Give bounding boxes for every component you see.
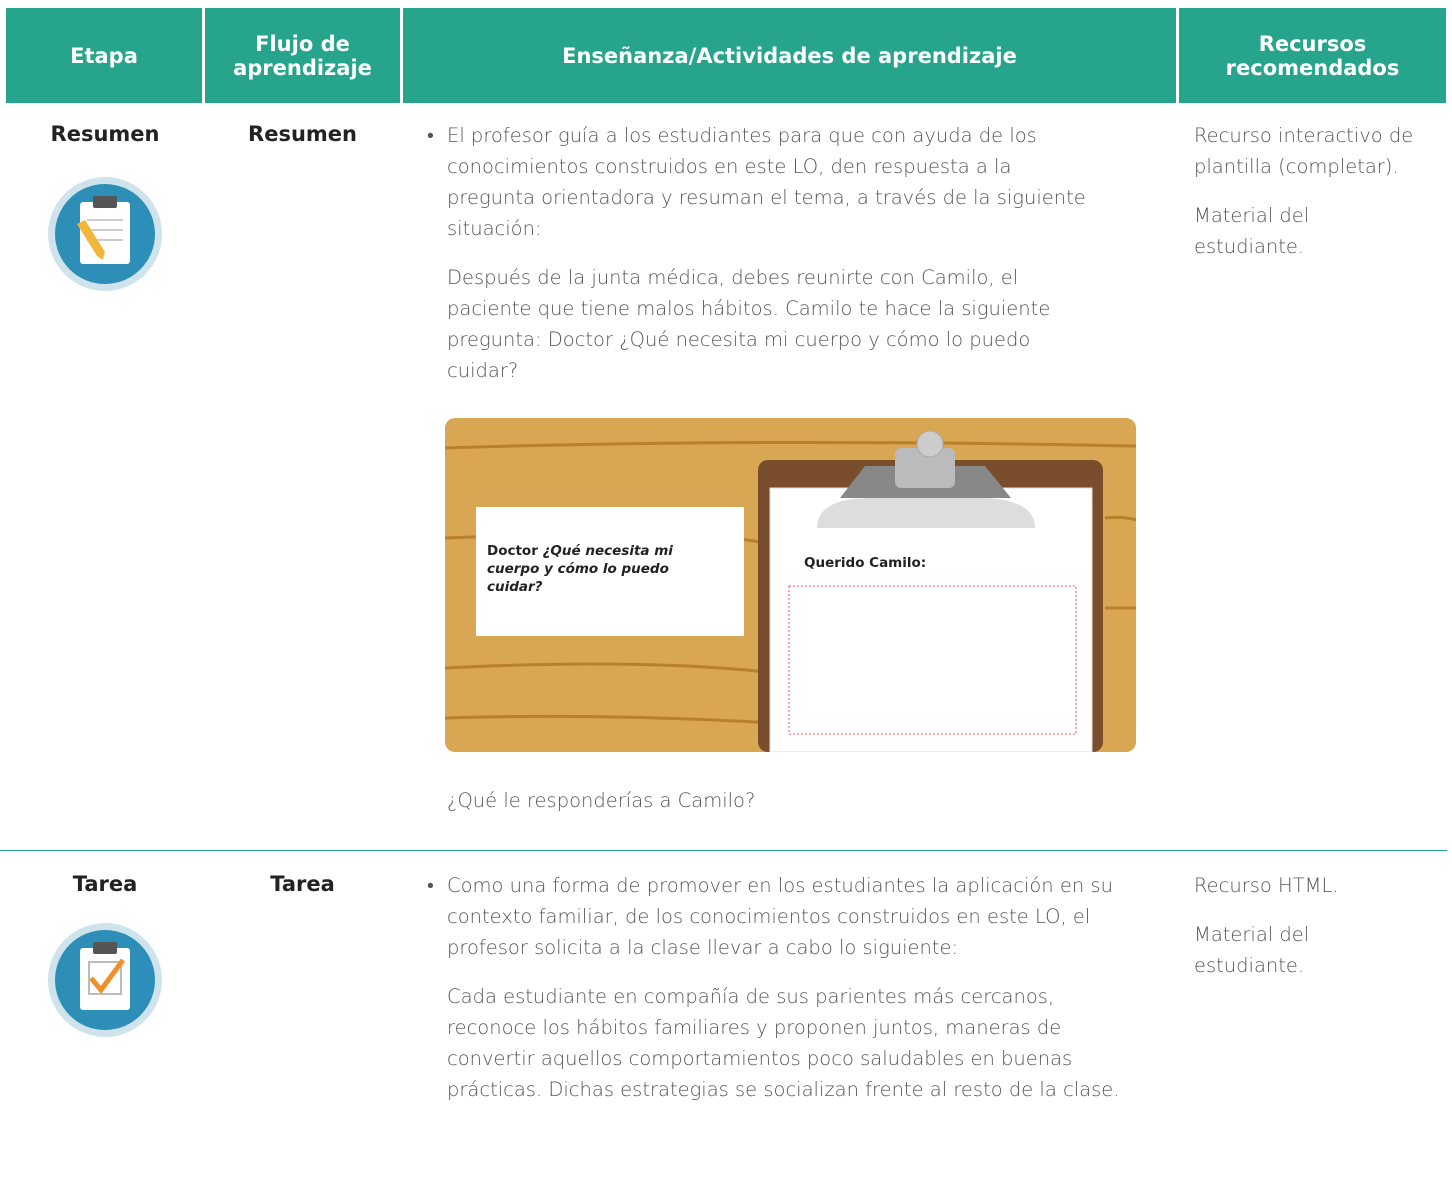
row-separator: [0, 850, 1447, 851]
header-cell: Flujo de aprendizaje: [205, 8, 400, 103]
resource: Recurso HTML.: [1194, 874, 1339, 897]
activity-text: ¿Qué le responderías a Camilo?: [447, 789, 756, 812]
header-text: Enseñanza/Actividades de aprendizaje: [562, 43, 1017, 68]
header-text: Recursos recomendados: [1225, 31, 1400, 80]
stage: Tarea: [72, 872, 138, 896]
header-text: Etapa: [70, 43, 138, 68]
stage: Resumen: [50, 122, 160, 146]
letter-greeting: Querido Camilo:: [804, 555, 927, 571]
activity-text: El profesor guía a los estudiantes para …: [447, 124, 1086, 240]
header-cell: Recursos recomendados: [1179, 8, 1446, 103]
resources: Recurso interactivo de plantilla (comple…: [1194, 120, 1414, 280]
header-cell: Enseñanza/Actividades de aprendizaje: [403, 8, 1176, 103]
flow: Resumen: [248, 122, 357, 146]
illustration: [445, 418, 1136, 752]
header-cell: Etapa: [6, 8, 202, 103]
resource: Recurso interactivo de plantilla (comple…: [1194, 124, 1414, 178]
activities: • El profesor guía a los estudiantes para…: [427, 120, 1097, 404]
activities: • Como una forma de promover en los estud…: [427, 870, 1147, 1123]
resource: Material del estudiante.: [1194, 923, 1310, 977]
flow: Tarea: [270, 872, 335, 896]
card-question: ¿Qué necesita mi cuerpo y cómo lo puedo …: [487, 543, 673, 595]
header-text: Flujo de aprendizaje: [233, 31, 372, 80]
summary-icon: [48, 177, 162, 291]
resource: Material del estudiante.: [1194, 204, 1310, 258]
homework-icon: [48, 923, 162, 1037]
card-label: Doctor: [487, 543, 538, 559]
card-text: Doctor ¿Qué necesita mi cuerpo y cómo lo…: [487, 542, 727, 596]
activity-text: Cada estudiante en compañía de sus parie…: [447, 985, 1120, 1101]
resources: Recurso HTML. Material del estudiante.: [1194, 870, 1414, 999]
activity-text: Después de la junta médica, debes reunir…: [447, 266, 1051, 382]
activity-text: Como una forma de promover en los estudi…: [447, 874, 1113, 959]
